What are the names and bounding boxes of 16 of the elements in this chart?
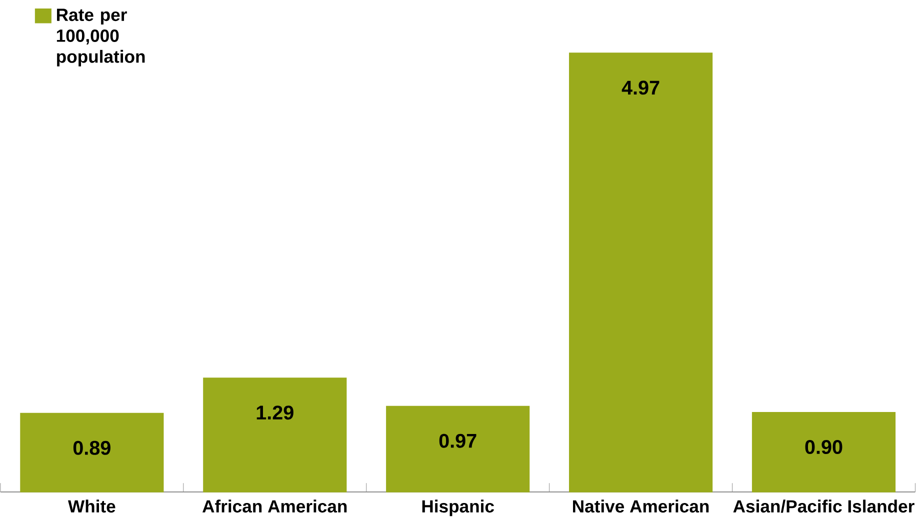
bar [386, 406, 530, 492]
data-label: 0.97 [439, 434, 476, 448]
bar [569, 52, 713, 492]
x-tick-label: African American [202, 499, 347, 512]
data-label: 4.97 [622, 80, 660, 94]
x-tick-label: Asian/Pacific Islander [733, 499, 914, 513]
data-label: 1.29 [256, 405, 294, 420]
bar [203, 377, 347, 492]
data-label: 0.89 [73, 440, 110, 455]
x-tick-label: Hispanic [422, 499, 494, 516]
legend-label: Rate per 100,000 population [56, 8, 145, 66]
data-label: 0.90 [805, 440, 842, 454]
x-tick-label: Native American [573, 499, 709, 512]
bar [752, 412, 896, 492]
x-tick-label: White [68, 499, 116, 512]
bar [20, 412, 164, 492]
